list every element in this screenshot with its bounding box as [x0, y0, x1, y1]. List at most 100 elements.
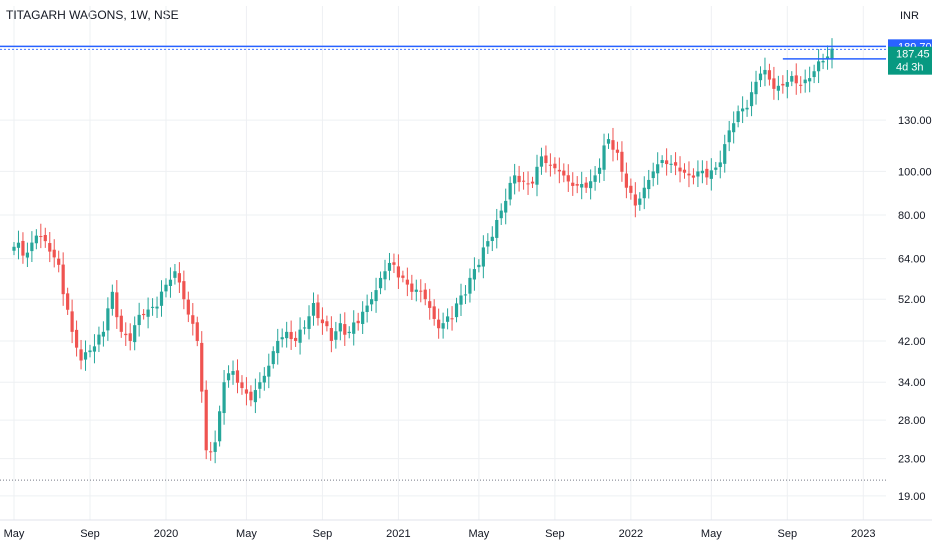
- candle-body: [758, 73, 763, 81]
- candle-body: [150, 306, 155, 308]
- candle-body: [825, 56, 830, 60]
- candle-body: [325, 321, 329, 327]
- candle-body: [39, 236, 43, 238]
- candle-body: [419, 290, 423, 292]
- candle-body: [387, 262, 392, 271]
- y-tick-label: 80.00: [898, 210, 926, 222]
- candle-body: [589, 181, 593, 189]
- x-tick-label: 2020: [154, 528, 178, 540]
- candle-body: [124, 333, 128, 336]
- candle-body: [428, 301, 432, 308]
- candle-body: [566, 175, 570, 182]
- candle-body: [727, 130, 731, 143]
- candle-body: [776, 85, 780, 91]
- candle-body: [128, 333, 132, 341]
- candle-body: [66, 293, 70, 310]
- candle-body: [209, 451, 213, 453]
- candle-body: [258, 382, 262, 389]
- candle-body: [678, 167, 682, 172]
- candle-body: [696, 171, 700, 177]
- candle-body: [781, 83, 785, 86]
- candle-body: [723, 144, 727, 164]
- candle-body: [231, 371, 235, 375]
- candle-body: [705, 168, 709, 178]
- candle-body: [638, 198, 642, 205]
- candle-body: [57, 258, 61, 265]
- candle-body: [267, 365, 271, 377]
- candle-body: [749, 92, 754, 107]
- candle-body: [334, 331, 338, 340]
- candle-body: [437, 319, 441, 329]
- x-tick-label: Sep: [778, 528, 798, 540]
- x-tick-label: May: [4, 528, 25, 540]
- candle-body: [611, 140, 615, 150]
- candle-body: [504, 200, 508, 213]
- candle-body: [785, 82, 789, 87]
- candle-body: [16, 242, 21, 248]
- candle-body: [647, 179, 651, 190]
- candle-body: [302, 327, 307, 329]
- x-tick-label: 2022: [619, 528, 643, 540]
- last-price-label: 187.45: [896, 49, 930, 61]
- candle-body: [396, 266, 401, 278]
- candle-body: [52, 249, 56, 258]
- candle-body: [218, 411, 222, 442]
- candle-body: [660, 160, 664, 163]
- candle-body: [173, 271, 177, 278]
- candle-body: [539, 156, 544, 167]
- candle-body: [83, 352, 88, 360]
- x-tick-label: Sep: [80, 528, 100, 540]
- candle-body: [392, 262, 396, 265]
- candle-body: [562, 170, 566, 176]
- candle-body: [754, 81, 758, 95]
- candle-body: [463, 294, 468, 296]
- x-tick-label: May: [468, 528, 489, 540]
- candle-body: [656, 164, 660, 174]
- candle-body: [365, 305, 369, 312]
- candle-body: [794, 75, 798, 84]
- candle-body: [34, 235, 38, 244]
- candle-body: [472, 269, 477, 280]
- candle-body: [432, 306, 436, 319]
- candle-body: [441, 323, 445, 329]
- x-tick-label: 2023: [851, 528, 875, 540]
- candle-body: [499, 210, 503, 219]
- candle-body: [736, 111, 740, 123]
- x-tick-label: Sep: [313, 528, 333, 540]
- candle-body: [714, 167, 718, 170]
- candle-body: [691, 175, 696, 178]
- candle-body: [142, 313, 146, 316]
- y-tick-label: 130.00: [898, 115, 932, 127]
- candle-body: [271, 351, 275, 365]
- candle-body: [410, 283, 414, 292]
- y-tick-label: 42.00: [898, 336, 926, 348]
- candle-body: [790, 76, 794, 82]
- candle-body: [213, 442, 217, 452]
- candle-body: [548, 164, 552, 166]
- candle-body: [307, 316, 311, 329]
- candle-body: [115, 292, 119, 318]
- candle-body: [329, 328, 333, 341]
- candle-body: [347, 331, 351, 334]
- y-tick-label: 64.00: [898, 254, 926, 266]
- candle-body: [320, 319, 325, 324]
- candle-body: [48, 243, 52, 252]
- y-tick-label: 28.00: [898, 415, 926, 427]
- candle-body: [745, 107, 749, 110]
- chart-title: TITAGARH WAGONS, 1W, NSE: [6, 8, 179, 22]
- candle-body: [186, 299, 190, 315]
- candle-body: [101, 331, 105, 337]
- candle-body: [468, 277, 472, 294]
- candle-body: [445, 316, 450, 322]
- candle-body: [43, 234, 47, 242]
- candle-body: [177, 273, 181, 283]
- y-tick-label: 100.00: [898, 166, 932, 178]
- candle-body: [709, 170, 713, 179]
- candle-body: [513, 175, 517, 184]
- candle-body: [311, 303, 316, 316]
- y-tick-label: 52.00: [898, 294, 926, 306]
- candle-body: [535, 166, 539, 185]
- last-price-tag-bg: [888, 46, 932, 75]
- candle-body: [633, 194, 637, 206]
